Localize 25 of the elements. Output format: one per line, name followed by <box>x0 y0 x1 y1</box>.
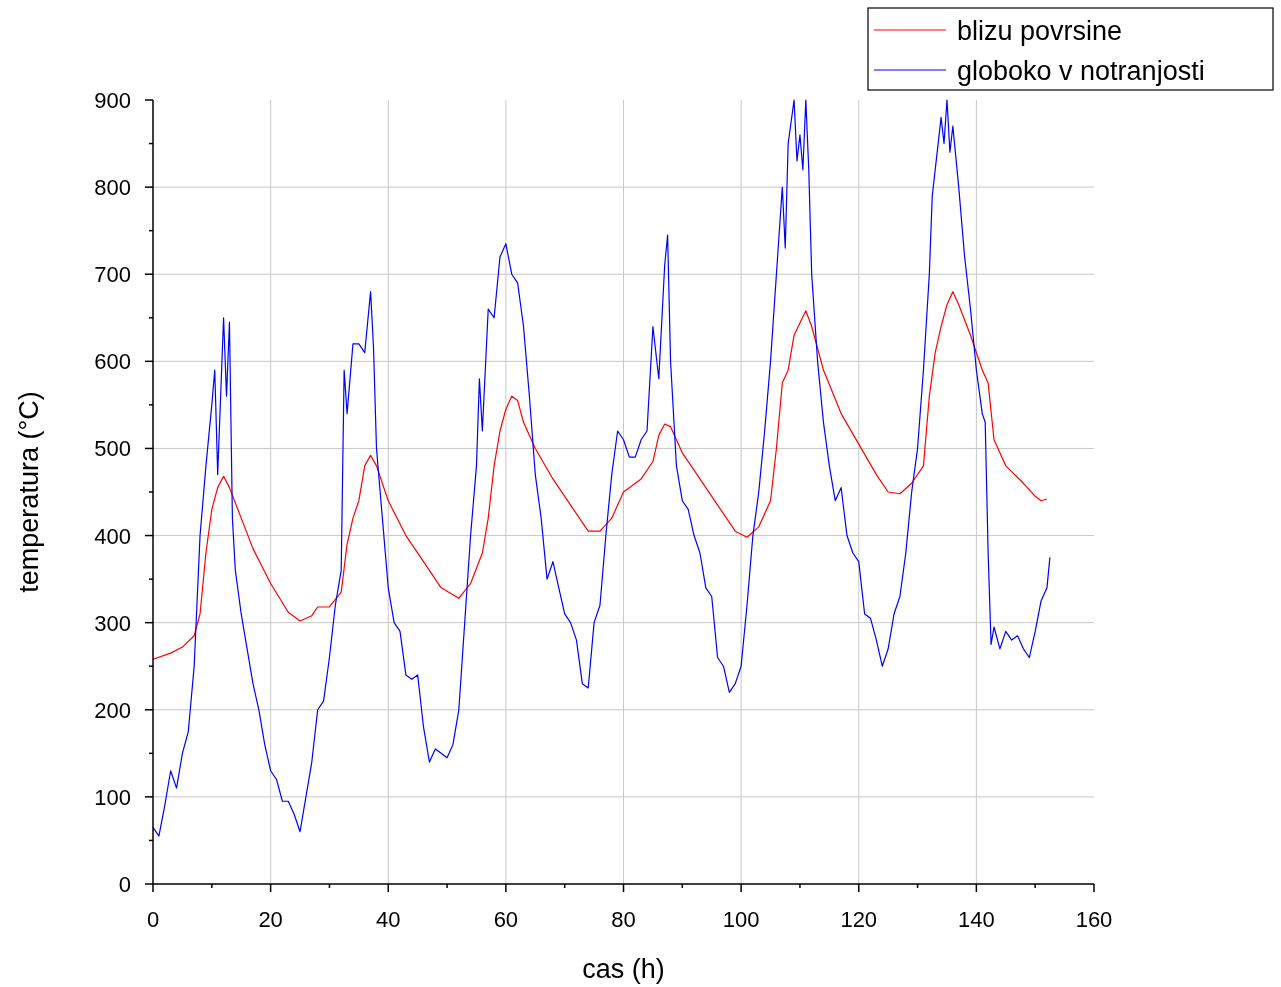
x-tick-label: 160 <box>1075 907 1113 932</box>
x-tick-label: 40 <box>376 907 401 932</box>
line-series <box>152 99 1051 837</box>
x-tick-label: 100 <box>722 907 760 932</box>
y-tick-label: 200 <box>94 697 131 723</box>
x-axis-title: cas (h) <box>582 954 665 984</box>
y-tick-label: 900 <box>94 88 131 113</box>
x-tick-label: 60 <box>493 907 519 932</box>
legend-label: globoko v notranjosti <box>957 56 1205 86</box>
x-tick-label: 140 <box>958 907 995 932</box>
y-tick-label: 400 <box>94 523 131 549</box>
y-tick-label: 600 <box>94 349 131 375</box>
x-tick-label: 80 <box>611 907 636 932</box>
y-axis-title: temperatura (°C) <box>14 391 44 593</box>
y-tick-label: 500 <box>94 436 131 462</box>
x-tick-label: 20 <box>258 907 283 932</box>
y-tick-label: 0 <box>118 872 131 897</box>
line-series <box>152 291 1048 660</box>
y-tick-label: 300 <box>94 610 131 636</box>
y-tick-label: 700 <box>94 262 131 288</box>
x-tick-label: 0 <box>146 907 160 932</box>
legend-label: blizu povrsine <box>957 16 1123 46</box>
y-tick-label: 800 <box>94 175 131 201</box>
y-tick-label: 100 <box>94 784 131 810</box>
x-tick-label: 120 <box>840 907 878 932</box>
